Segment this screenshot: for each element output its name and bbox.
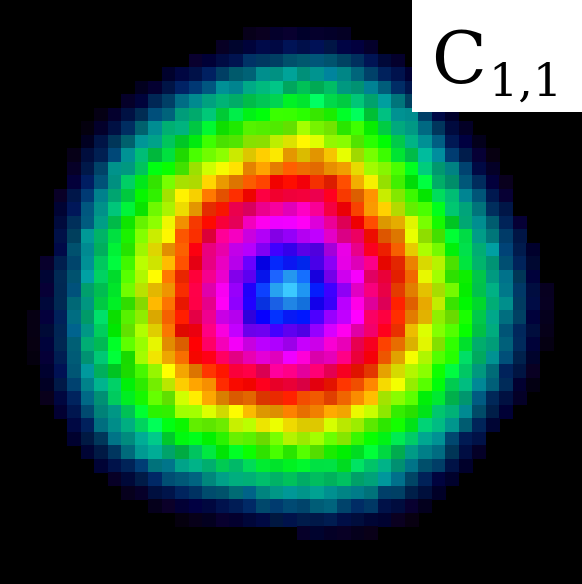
panel-label-letter: C [431, 16, 487, 100]
panel-label: C 1,1 [412, 0, 582, 112]
panel-label-subscript: 1,1 [488, 53, 563, 107]
